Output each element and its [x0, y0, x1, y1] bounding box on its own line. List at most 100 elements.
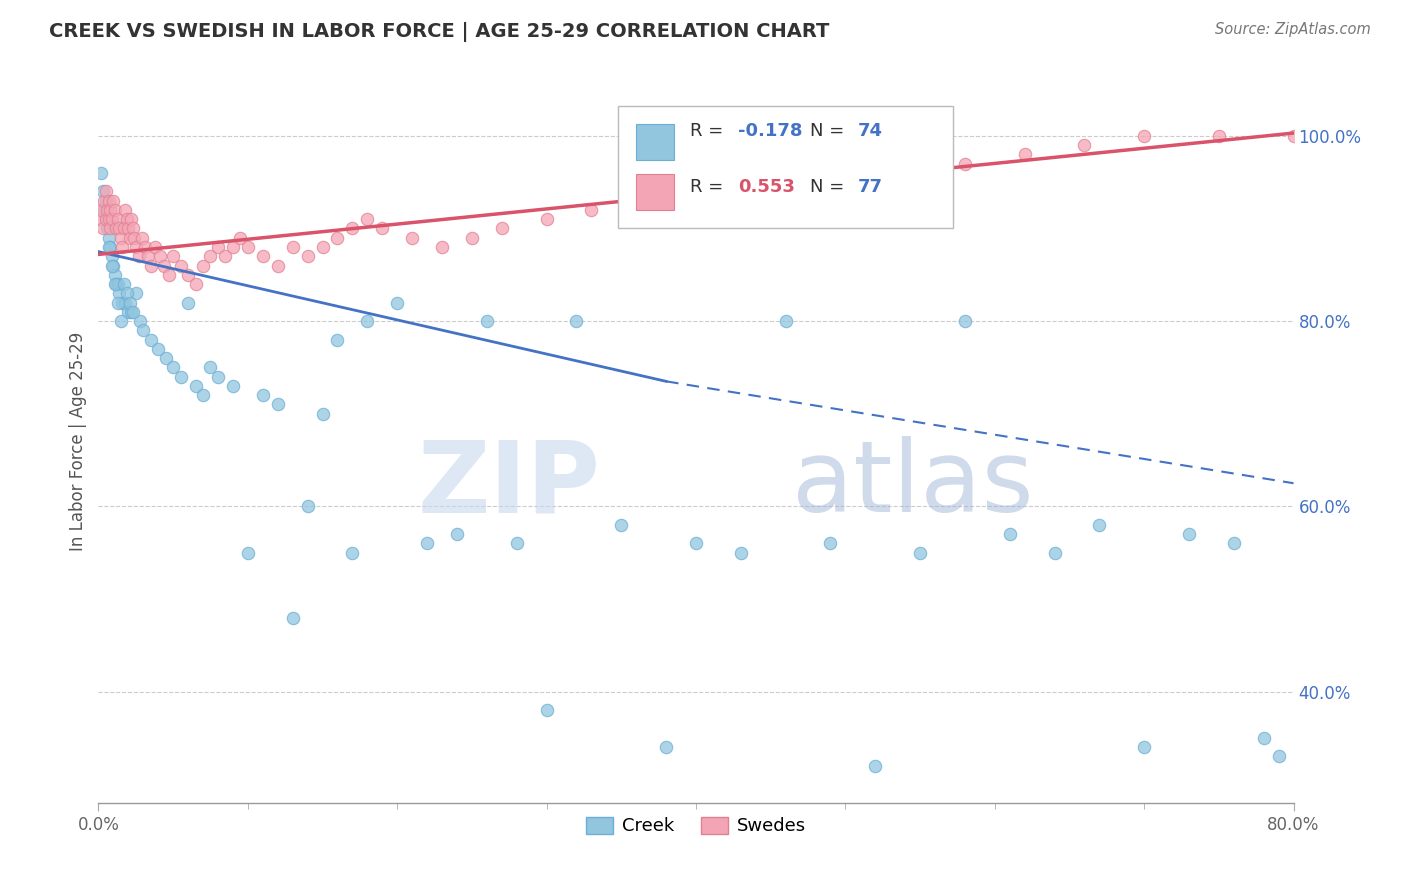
Point [134, 240, 156, 254]
Point [112, 221, 135, 235]
Point [118, 231, 141, 245]
Point [655, 740, 678, 755]
Point [121, 221, 143, 235]
Point [953, 156, 976, 170]
Point [110, 231, 132, 245]
Point [111, 295, 134, 310]
Point [200, 249, 222, 263]
Point [114, 295, 136, 310]
Point [200, 360, 222, 375]
Point [128, 249, 150, 263]
Point [143, 240, 166, 254]
Point [207, 369, 229, 384]
Point [804, 166, 827, 180]
Point [953, 314, 976, 328]
Point [297, 249, 319, 263]
Point [96, 221, 118, 235]
Point [155, 351, 177, 366]
Point [214, 249, 236, 263]
Point [1223, 536, 1246, 550]
Point [626, 194, 648, 208]
Point [610, 517, 633, 532]
Text: Source: ZipAtlas.com: Source: ZipAtlas.com [1215, 22, 1371, 37]
Point [1267, 749, 1289, 764]
Point [120, 212, 142, 227]
Text: 77: 77 [858, 178, 883, 196]
Point [90, 202, 112, 217]
Point [184, 277, 207, 291]
Point [111, 240, 134, 254]
Point [281, 610, 304, 624]
Point [655, 185, 678, 199]
Text: R =: R = [690, 178, 728, 196]
Point [281, 240, 304, 254]
Point [1133, 740, 1156, 755]
Point [162, 249, 184, 263]
Point [1282, 128, 1305, 143]
Point [139, 333, 162, 347]
Point [132, 323, 155, 337]
Text: 0.553: 0.553 [738, 178, 794, 196]
Point [117, 221, 139, 235]
Point [110, 314, 132, 328]
Point [94, 194, 117, 208]
Point [1014, 147, 1036, 161]
Point [148, 342, 170, 356]
Point [108, 286, 131, 301]
Point [157, 268, 180, 282]
Point [162, 360, 184, 375]
Point [1133, 128, 1156, 143]
Bar [637, 174, 675, 211]
Point [107, 295, 129, 310]
Point [90, 166, 112, 180]
Point [491, 221, 513, 235]
Point [97, 212, 120, 227]
Point [104, 268, 127, 282]
Point [342, 546, 364, 560]
Point [998, 527, 1021, 541]
Point [89, 212, 111, 227]
Point [101, 259, 124, 273]
Point [1043, 546, 1066, 560]
Point [222, 240, 245, 254]
Point [311, 240, 333, 254]
Point [107, 212, 129, 227]
Point [149, 249, 172, 263]
Point [894, 166, 917, 180]
Point [115, 212, 138, 227]
Point [236, 546, 259, 560]
Point [125, 240, 148, 254]
Point [297, 500, 319, 514]
Point [101, 212, 124, 227]
Point [94, 212, 117, 227]
Point [685, 175, 707, 189]
Point [118, 295, 141, 310]
Point [326, 231, 349, 245]
Point [326, 333, 349, 347]
Point [236, 240, 259, 254]
Point [506, 536, 529, 550]
Point [371, 221, 394, 235]
Point [1088, 517, 1111, 532]
Point [401, 231, 423, 245]
Text: CREEK VS SWEDISH IN LABOR FORCE | AGE 25-29 CORRELATION CHART: CREEK VS SWEDISH IN LABOR FORCE | AGE 25… [49, 22, 830, 42]
Point [94, 185, 117, 199]
Point [93, 202, 115, 217]
Point [342, 221, 364, 235]
Point [775, 314, 797, 328]
Point [105, 221, 128, 235]
Point [416, 536, 439, 550]
Point [101, 249, 124, 263]
Point [98, 221, 122, 235]
Point [112, 277, 135, 291]
Text: N =: N = [810, 122, 849, 140]
Point [267, 397, 290, 411]
Point [252, 249, 274, 263]
Point [177, 268, 200, 282]
Point [849, 156, 872, 170]
Point [124, 231, 146, 245]
Point [385, 295, 409, 310]
Point [908, 546, 931, 560]
Point [356, 212, 378, 227]
Point [97, 231, 120, 245]
